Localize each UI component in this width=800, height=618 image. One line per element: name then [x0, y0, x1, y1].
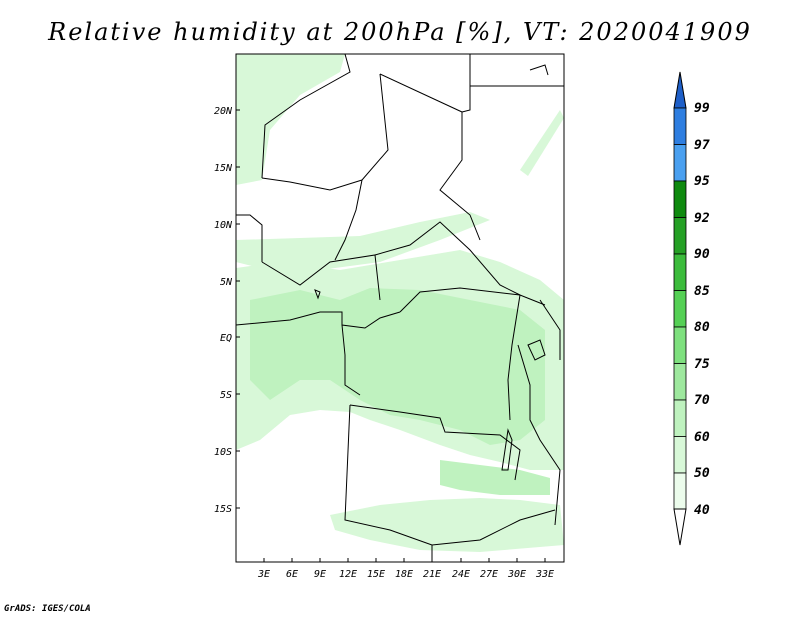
lon-label: 6E [286, 569, 298, 580]
lon-label: 24E [452, 569, 470, 580]
lon-label: 9E [314, 569, 326, 580]
colorbar-label: 60 [694, 430, 710, 445]
colorbar-segment [673, 144, 687, 182]
colorbar-label: 97 [694, 138, 710, 153]
latitude-axis: 20N 15N 10N 5N EQ 5S 10S 15S [214, 106, 240, 515]
colorbar-label: 85 [694, 284, 710, 299]
colorbar-label: 80 [694, 320, 710, 335]
lat-label: 10N [214, 220, 233, 231]
lat-label: 10S [214, 447, 232, 458]
colorbar-top-cap [673, 71, 687, 109]
lat-label: EQ [220, 333, 232, 344]
colorbar-label: 95 [694, 174, 710, 189]
lat-label: 15N [214, 163, 233, 174]
colorbar-label: 70 [694, 393, 710, 408]
lat-label: 20N [214, 106, 233, 117]
country-borders [236, 54, 564, 562]
map-frame [235, 53, 565, 563]
humidity-shade-south [330, 498, 564, 552]
lon-label: 21E [423, 569, 441, 580]
colorbar-segment [673, 253, 687, 291]
colorbar-label: 40 [694, 503, 710, 518]
colorbar-segment [673, 180, 687, 218]
lat-label: 5S [220, 390, 232, 401]
colorbar-segment [673, 363, 687, 401]
lon-label: 33E [535, 569, 554, 580]
grads-credit: GrADS: IGES/COLA [4, 604, 91, 614]
lon-label: 30E [507, 569, 526, 580]
colorbar-label: 90 [694, 247, 710, 262]
colorbar-segment [673, 107, 687, 145]
lon-label: 12E [339, 569, 357, 580]
lon-label: 27E [480, 569, 498, 580]
lat-label: 15S [214, 504, 232, 515]
lon-label: 3E [257, 569, 270, 580]
chart-title: Relative humidity at 200hPa [%], VT: 202… [48, 18, 752, 46]
colorbar-segment [673, 399, 687, 437]
colorbar-segment [673, 436, 687, 474]
lakes [314, 289, 546, 471]
colorbar-segment [673, 472, 687, 510]
colorbar-segment [673, 290, 687, 328]
colorbar-segment [673, 217, 687, 255]
colorbar-label: 92 [694, 211, 710, 226]
humidity-shade-north [236, 54, 345, 185]
colorbar: 99 97 95 92 90 85 80 75 70 60 50 40 [673, 71, 710, 546]
lon-label: 15E [367, 569, 385, 580]
colorbar-bottom-cap [673, 508, 687, 546]
lat-label: 5N [220, 277, 233, 288]
humidity-shade-southeast [440, 460, 550, 495]
colorbar-label: 50 [694, 466, 710, 481]
lon-label: 18E [395, 569, 413, 580]
longitude-axis: 3E 6E 9E 12E 15E 18E 21E 24E 27E 30E 33E [257, 558, 554, 580]
humidity-shade-central-inner [250, 288, 545, 445]
colorbar-label: 75 [694, 357, 710, 372]
colorbar-segment [673, 326, 687, 364]
humidity-field [236, 54, 564, 552]
humidity-shade-streak [520, 110, 564, 176]
colorbar-label: 99 [694, 101, 710, 116]
humidity-shade-band [236, 212, 490, 270]
